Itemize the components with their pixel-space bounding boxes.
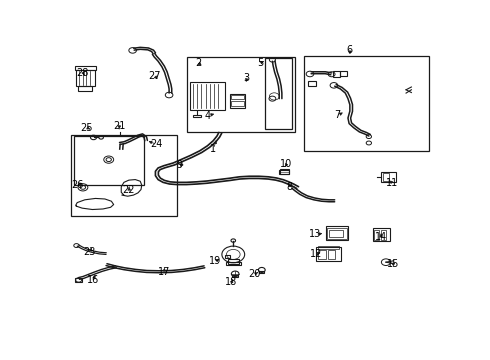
Text: 28: 28 (77, 68, 89, 78)
Bar (224, 255, 230, 258)
Bar (231, 95, 244, 99)
Text: 4: 4 (204, 111, 211, 121)
Bar (259, 271, 265, 273)
Bar (374, 230, 379, 240)
Text: 27: 27 (148, 71, 161, 81)
Text: 8: 8 (286, 182, 292, 192)
Bar (383, 173, 390, 181)
Bar (231, 100, 244, 106)
Text: 10: 10 (280, 159, 293, 169)
Bar (74, 66, 96, 70)
Text: 18: 18 (225, 277, 238, 287)
Bar (187, 57, 295, 132)
Bar (232, 275, 238, 278)
Text: 13: 13 (309, 229, 321, 239)
Bar (226, 262, 241, 265)
Bar (193, 115, 201, 117)
Text: 26: 26 (72, 180, 84, 190)
Bar (381, 172, 396, 183)
Text: 16: 16 (87, 275, 99, 285)
Bar (333, 72, 340, 77)
Text: 15: 15 (387, 260, 400, 269)
Bar (340, 72, 347, 76)
Text: 19: 19 (209, 256, 221, 266)
Text: 17: 17 (158, 267, 170, 277)
Bar (329, 230, 343, 237)
Bar (227, 260, 239, 264)
Text: 12: 12 (310, 249, 322, 259)
Text: 24: 24 (150, 139, 162, 149)
Bar (308, 81, 317, 86)
Text: 20: 20 (249, 269, 261, 279)
Bar (265, 58, 292, 129)
Bar (327, 228, 347, 239)
Bar (75, 69, 95, 86)
Text: 2: 2 (195, 58, 201, 68)
Text: 3: 3 (244, 73, 249, 83)
Bar (279, 170, 290, 174)
Bar (78, 86, 93, 91)
Bar (74, 136, 144, 185)
Text: 7: 7 (335, 110, 341, 120)
Bar (190, 82, 225, 110)
Bar (325, 226, 348, 240)
Bar (280, 169, 289, 174)
Bar (381, 230, 386, 240)
Text: 14: 14 (375, 232, 387, 242)
Text: 23: 23 (83, 247, 96, 257)
Bar (318, 246, 339, 249)
Bar (372, 228, 390, 242)
Bar (303, 56, 429, 151)
Bar (71, 135, 177, 216)
Text: 6: 6 (347, 45, 353, 55)
Text: 11: 11 (386, 177, 398, 188)
Text: 25: 25 (80, 123, 93, 133)
Bar (318, 250, 326, 260)
Bar (230, 94, 245, 108)
Text: 1: 1 (210, 144, 216, 154)
Bar (317, 247, 341, 261)
Text: 5: 5 (257, 58, 264, 68)
Text: 9: 9 (176, 160, 182, 170)
Text: 21: 21 (113, 121, 125, 131)
Bar (328, 250, 336, 260)
Bar (75, 278, 82, 282)
Text: 22: 22 (122, 185, 135, 195)
